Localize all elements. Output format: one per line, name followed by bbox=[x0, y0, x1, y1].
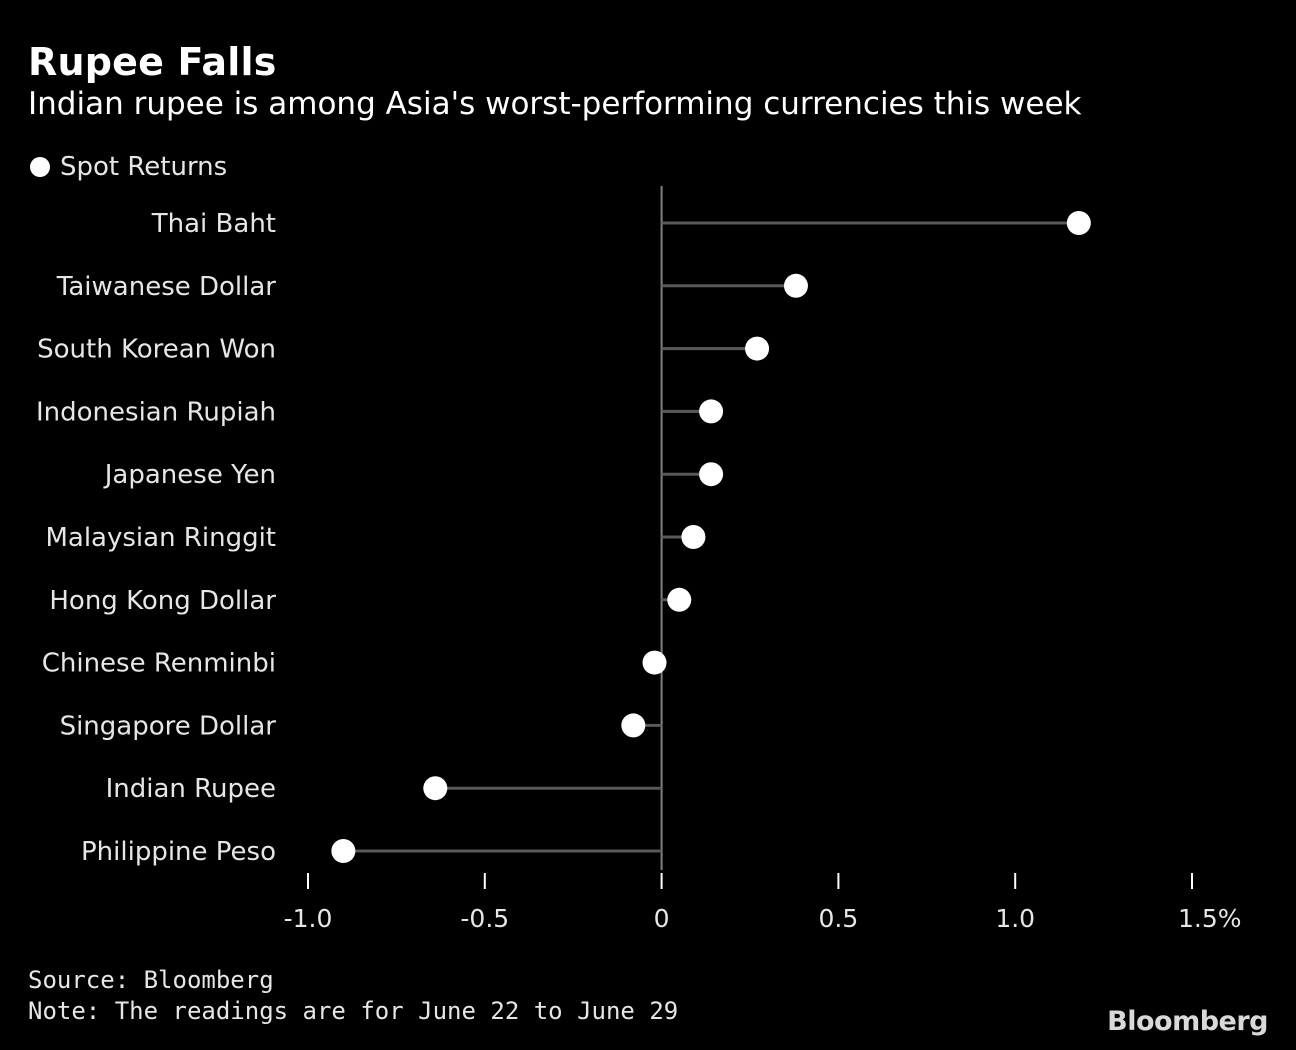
data-point bbox=[423, 776, 448, 801]
legend: Spot Returns bbox=[30, 152, 227, 182]
source-note: Source: Bloomberg bbox=[28, 966, 274, 994]
legend-dot-icon bbox=[30, 157, 50, 177]
data-point bbox=[667, 587, 692, 612]
x-tick-label: -0.5 bbox=[460, 904, 509, 933]
category-label: Chinese Renminbi bbox=[42, 649, 276, 679]
chart-title: Rupee Falls bbox=[28, 40, 277, 84]
bloomberg-logo: Bloomberg bbox=[1107, 1006, 1268, 1037]
data-point bbox=[642, 650, 667, 675]
data-point bbox=[331, 839, 356, 863]
x-tick-label: 0 bbox=[654, 904, 670, 933]
data-point bbox=[699, 399, 724, 424]
category-label: Indonesian Rupiah bbox=[36, 397, 276, 427]
x-tick-label: 1.0 bbox=[995, 904, 1035, 933]
category-label: Malaysian Ringgit bbox=[45, 523, 276, 553]
data-point bbox=[699, 462, 724, 487]
chart-subtitle: Indian rupee is among Asia's worst-perfo… bbox=[28, 86, 1082, 122]
category-label: Taiwanese Dollar bbox=[56, 272, 277, 302]
category-label: Hong Kong Dollar bbox=[49, 586, 276, 616]
data-point bbox=[1066, 211, 1091, 235]
data-point bbox=[681, 525, 706, 549]
category-label: Japanese Yen bbox=[103, 460, 276, 490]
data-point bbox=[783, 273, 808, 298]
category-label: Philippine Peso bbox=[81, 837, 276, 867]
data-point bbox=[621, 713, 646, 738]
legend-label: Spot Returns bbox=[60, 152, 228, 182]
x-tick-label: 1.5% bbox=[1178, 904, 1242, 933]
category-label: Singapore Dollar bbox=[60, 711, 277, 741]
footnote: Note: The readings are for June 22 to Ju… bbox=[28, 997, 679, 1025]
x-tick-label: 0.5 bbox=[819, 904, 859, 933]
x-tick-label: -1.0 bbox=[284, 904, 333, 933]
category-label: South Korean Won bbox=[37, 335, 276, 365]
data-point bbox=[745, 336, 770, 361]
category-label: Indian Rupee bbox=[106, 774, 276, 804]
category-label: Thai Baht bbox=[151, 209, 276, 239]
